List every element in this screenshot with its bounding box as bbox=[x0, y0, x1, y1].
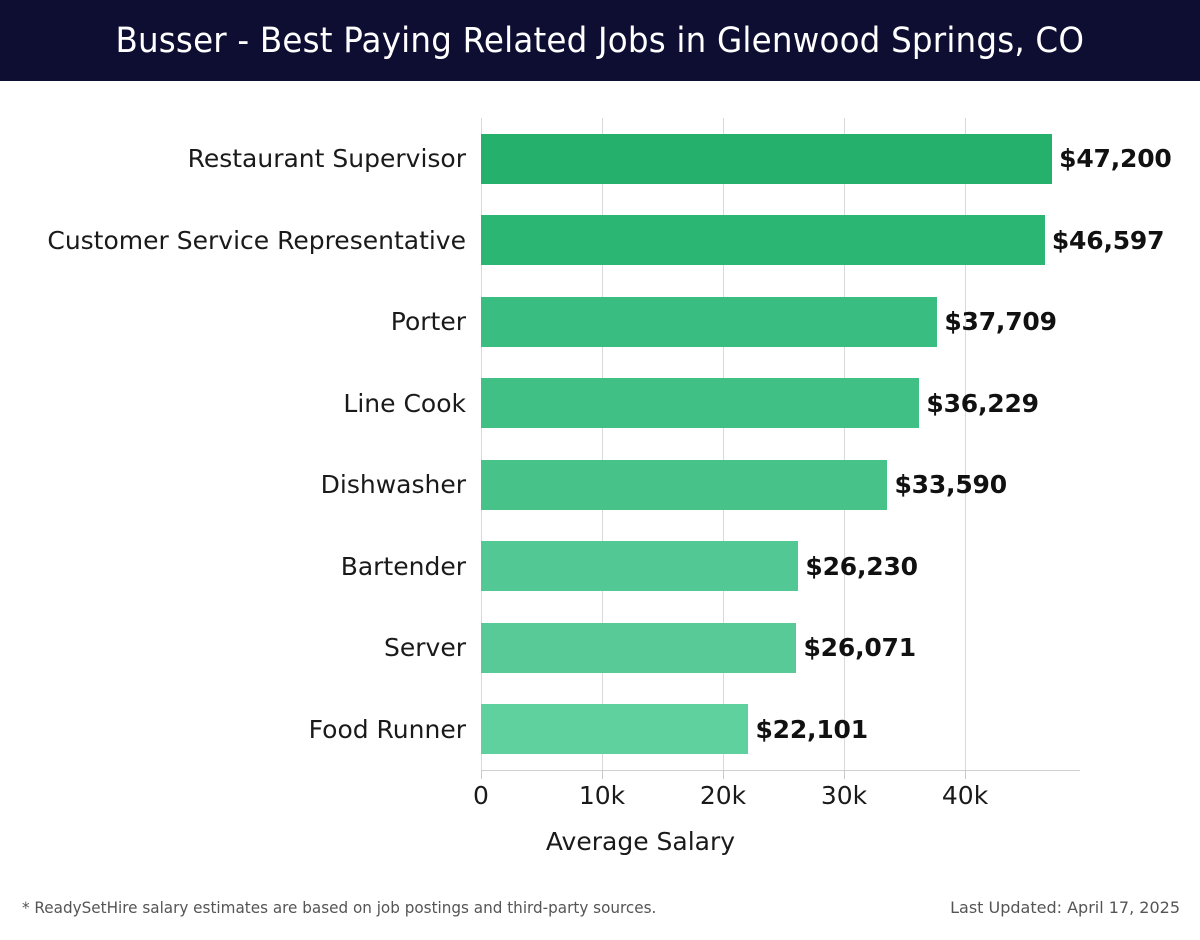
bar-value-text: $22,101 bbox=[755, 714, 868, 744]
gridline bbox=[602, 118, 603, 770]
bar-value-label: $37,709 bbox=[944, 281, 1057, 363]
bar-row[interactable]: Server $26,071 bbox=[0, 607, 1200, 689]
bar[interactable] bbox=[481, 215, 1045, 266]
bar-row[interactable]: Porter $37,709 bbox=[0, 281, 1200, 363]
bar-value-text: $26,230 bbox=[805, 551, 918, 581]
x-tick-label: 10k bbox=[578, 781, 626, 810]
bar[interactable] bbox=[481, 296, 938, 347]
bar[interactable] bbox=[481, 704, 749, 755]
gridline bbox=[723, 118, 725, 770]
x-tick-label: 20k bbox=[699, 781, 747, 810]
bar-value-label: $46,597 bbox=[1051, 200, 1165, 282]
page-title: Busser - Best Paying Related Jobs in Gle… bbox=[115, 20, 1085, 61]
category-label-text: Restaurant Supervisor bbox=[187, 144, 466, 174]
category-label: Server bbox=[0, 607, 466, 689]
bar-value-text: $46,597 bbox=[1051, 225, 1165, 255]
bar-value-label: $47,200 bbox=[1059, 118, 1172, 200]
bar-value-label: $36,229 bbox=[926, 363, 1039, 445]
bar-value-label: $26,230 bbox=[805, 526, 918, 608]
bar-value-label: $33,590 bbox=[894, 444, 1007, 526]
category-label-text: Bartender bbox=[340, 551, 466, 581]
bar-chart: Restaurant Supervisor $47,200 Customer Ser… bbox=[0, 81, 1200, 881]
category-label: Bartender bbox=[0, 526, 466, 608]
bar[interactable] bbox=[481, 133, 1053, 184]
x-tick-mark bbox=[723, 770, 725, 779]
x-tick-mark bbox=[602, 770, 603, 779]
category-label: Food Runner bbox=[0, 689, 466, 771]
x-tick-label: 40k bbox=[941, 781, 989, 810]
chart-header-banner: Busser - Best Paying Related Jobs in Gle… bbox=[0, 0, 1200, 81]
gridline bbox=[844, 118, 846, 770]
category-label: Restaurant Supervisor bbox=[0, 118, 466, 200]
gridline bbox=[965, 118, 967, 770]
bar-row[interactable]: Customer Service Representative $46,597 bbox=[0, 200, 1200, 282]
x-axis-line bbox=[481, 770, 1080, 771]
category-label-text: Porter bbox=[390, 307, 466, 337]
bar-value-text: $36,229 bbox=[926, 388, 1039, 418]
footer-disclaimer: * ReadySetHire salary estimates are base… bbox=[22, 898, 657, 917]
bar-value-label: $22,101 bbox=[755, 689, 868, 771]
bar[interactable] bbox=[481, 622, 797, 673]
bar-row[interactable]: Restaurant Supervisor $47,200 bbox=[0, 118, 1200, 200]
footer-last-updated: Last Updated: April 17, 2025 bbox=[950, 898, 1180, 917]
bar-value-text: $37,709 bbox=[944, 307, 1057, 337]
bar-row[interactable]: Bartender $26,230 bbox=[0, 526, 1200, 608]
bar-value-text: $33,590 bbox=[894, 470, 1007, 500]
x-tick-mark bbox=[844, 770, 846, 779]
x-tick-label: 30k bbox=[820, 781, 868, 810]
category-label-text: Dishwasher bbox=[320, 470, 466, 500]
bar[interactable] bbox=[481, 459, 888, 510]
category-label: Porter bbox=[0, 281, 466, 363]
bar[interactable] bbox=[481, 541, 799, 592]
category-label-text: Line Cook bbox=[343, 388, 466, 418]
gridline bbox=[481, 118, 482, 770]
bar-row[interactable]: Dishwasher $33,590 bbox=[0, 444, 1200, 526]
category-label: Customer Service Representative bbox=[0, 200, 466, 282]
x-tick-mark bbox=[965, 770, 967, 779]
category-label: Line Cook bbox=[0, 363, 466, 445]
bar[interactable] bbox=[481, 378, 920, 429]
category-label-text: Server bbox=[384, 633, 466, 663]
bar-row[interactable]: Food Runner $22,101 bbox=[0, 689, 1200, 771]
x-tick-label: 0 bbox=[473, 781, 489, 810]
bar-value-label: $26,071 bbox=[803, 607, 916, 689]
x-axis-title: Average Salary bbox=[0, 827, 1200, 856]
category-label: Dishwasher bbox=[0, 444, 466, 526]
bar-row[interactable]: Line Cook $36,229 bbox=[0, 363, 1200, 445]
x-tick-mark bbox=[481, 770, 482, 779]
category-label-text: Food Runner bbox=[308, 714, 466, 744]
bar-value-text: $26,071 bbox=[803, 633, 916, 663]
x-axis-title-label: Average Salary bbox=[545, 827, 736, 856]
bar-value-text: $47,200 bbox=[1059, 144, 1172, 174]
category-label-text: Customer Service Representative bbox=[47, 225, 466, 255]
